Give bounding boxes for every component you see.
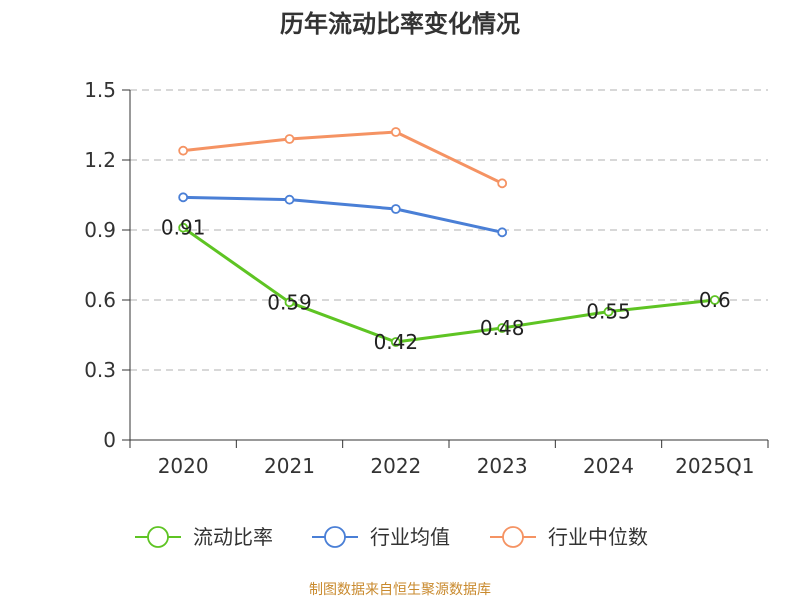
x-tick-label: 2025Q1 [675, 454, 754, 478]
data-label: 0.48 [480, 316, 525, 340]
chart-title: 历年流动比率变化情况 [280, 10, 520, 38]
legend-marker [324, 526, 346, 548]
data-point [178, 222, 189, 233]
legend-label: 行业中位数 [548, 525, 648, 549]
data-point [284, 134, 295, 144]
series-line [182, 226, 715, 344]
data-point [709, 295, 720, 305]
series-line [183, 130, 503, 185]
data-point [390, 204, 401, 214]
data-point [284, 194, 295, 205]
grid-lines [130, 89, 768, 371]
series-line [183, 195, 503, 234]
x-tick-label: 2021 [264, 454, 315, 478]
axes: 0 0.3 0.6 0.9 1.2 1.5 2020 2021 2022 2023 2024 2025… [84, 78, 769, 478]
series-layer [178, 127, 720, 347]
data-point [497, 178, 508, 189]
y-tick-label: 0.9 [84, 218, 116, 242]
legend-marker [502, 526, 524, 548]
data-label: 0.59 [267, 290, 312, 314]
data-point [178, 192, 189, 203]
data-labels: 0.91 0.59 0.42 0.48 0.55 0.6 [161, 216, 731, 354]
data-point [603, 306, 614, 317]
x-tick-label: 2020 [158, 454, 209, 478]
data-point [284, 297, 295, 308]
y-tick-label: 0.6 [84, 288, 116, 312]
data-label: 0.42 [374, 330, 419, 354]
data-label: 0.6 [699, 288, 731, 312]
legend-label: 行业均值 [370, 525, 450, 549]
x-tick-label: 2023 [477, 454, 528, 478]
data-label: 0.55 [586, 300, 631, 324]
legend-marker [147, 526, 169, 548]
y-tick-label: 0 [103, 428, 116, 452]
y-tick-label: 0.3 [84, 358, 116, 382]
x-tick-label: 2024 [583, 454, 634, 478]
source-note: 制图数据来自恒生聚源数据库 [309, 582, 491, 598]
y-tick-label: 1.5 [84, 78, 116, 102]
data-point [390, 337, 401, 347]
legend: 流动比率 行业均值 行业中位数 [135, 525, 648, 549]
data-point [390, 127, 401, 137]
data-point [497, 323, 508, 333]
data-label: 0.91 [161, 216, 206, 240]
x-tick-label: 2022 [370, 454, 421, 478]
y-tick-label: 1.2 [84, 148, 116, 172]
data-point [178, 145, 189, 156]
data-point [497, 227, 508, 238]
legend-label: 流动比率 [193, 525, 273, 549]
